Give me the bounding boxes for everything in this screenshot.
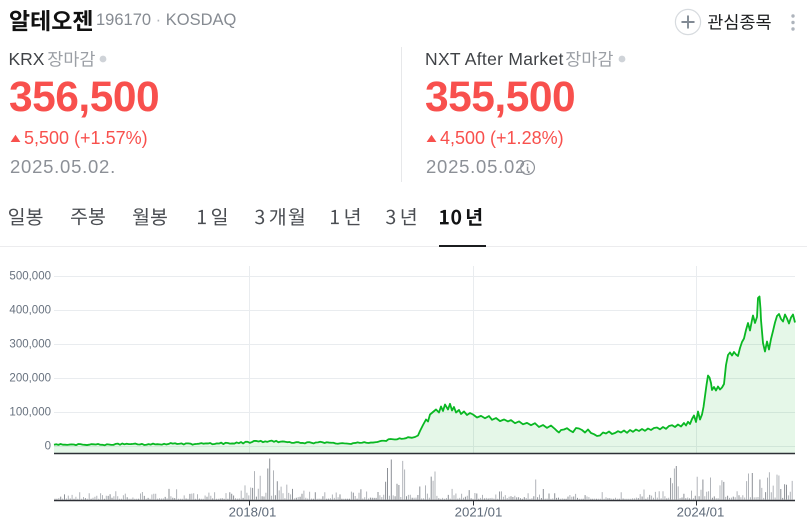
- svg-text:2024/01: 2024/01: [677, 505, 725, 520]
- svg-text:300,000: 300,000: [9, 339, 51, 351]
- svg-text:500,000: 500,000: [9, 271, 51, 283]
- svg-text:2021/01: 2021/01: [455, 505, 503, 520]
- svg-text:2018/01: 2018/01: [229, 505, 277, 520]
- svg-text:100,000: 100,000: [9, 407, 51, 419]
- svg-text:200,000: 200,000: [9, 373, 51, 385]
- svg-text:0: 0: [45, 441, 51, 453]
- svg-text:400,000: 400,000: [9, 305, 51, 317]
